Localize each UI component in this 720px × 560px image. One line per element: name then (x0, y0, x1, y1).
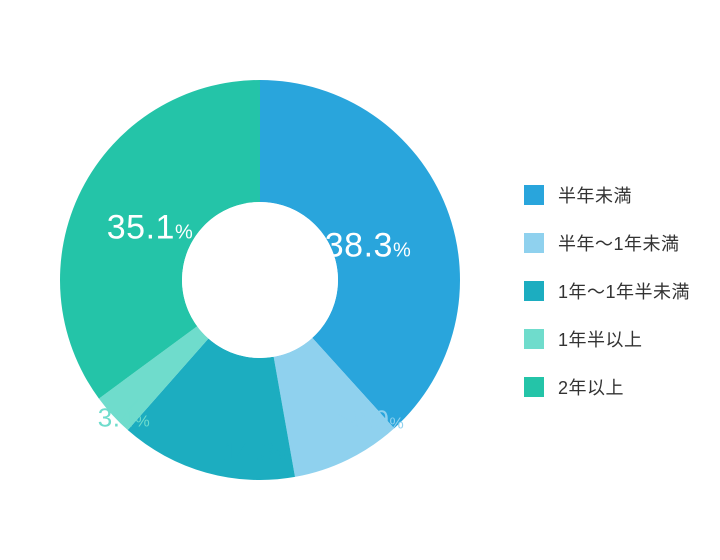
slice-value-label: 14.3% (222, 437, 289, 468)
legend-label: 1年～1年半未満 (558, 278, 690, 304)
slice-value-label: 8.9% (352, 405, 404, 436)
percent-sign: % (393, 240, 411, 262)
legend-swatch (524, 185, 544, 205)
legend-item: 半年～1年未満 (524, 230, 690, 256)
slice-value-number: 14.3 (222, 437, 275, 467)
legend-item: 1年～1年半未満 (524, 278, 690, 304)
slice-value-number: 3.4 (98, 403, 136, 433)
chart-stage: 38.3%8.9%14.3%3.4%35.1% 半年未満半年～1年未満1年～1年… (0, 0, 720, 560)
percent-sign: % (175, 222, 193, 244)
slice-value-label: 3.4% (98, 403, 150, 434)
legend-swatch (524, 377, 544, 397)
legend-swatch (524, 329, 544, 349)
slice-value-label: 38.3% (325, 227, 411, 266)
slice-value-label: 35.1% (107, 209, 193, 248)
percent-sign: % (389, 416, 404, 433)
legend-label: 2年以上 (558, 374, 624, 400)
donut-hole (182, 202, 338, 358)
slice-value-number: 8.9 (352, 405, 390, 435)
legend: 半年未満半年～1年未満 1年～1年半未満 1年半以上 2年以上 (524, 182, 690, 400)
legend-item: 2年以上 (524, 374, 690, 400)
legend-label: 半年未満 (558, 182, 632, 208)
legend-label: 半年～1年未満 (558, 230, 680, 256)
legend-swatch (524, 233, 544, 253)
percent-sign: % (135, 414, 150, 431)
legend-swatch (524, 281, 544, 301)
legend-item: 半年未満 (524, 182, 690, 208)
slice-value-number: 38.3 (325, 227, 393, 265)
slice-value-number: 35.1 (107, 209, 175, 247)
percent-sign: % (275, 448, 290, 465)
legend-label: 1年半以上 (558, 326, 643, 352)
legend-item: 1年半以上 (524, 326, 690, 352)
